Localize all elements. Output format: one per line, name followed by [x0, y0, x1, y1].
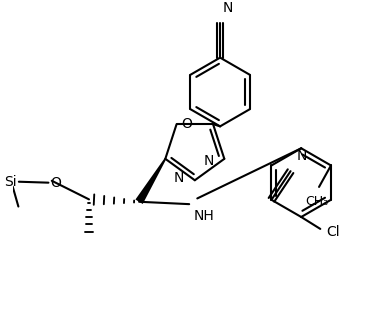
Text: Cl: Cl [326, 225, 339, 239]
Text: CH₃: CH₃ [305, 195, 328, 208]
Text: NH: NH [194, 209, 215, 223]
Polygon shape [135, 158, 166, 204]
Text: N: N [223, 1, 233, 15]
Text: N: N [174, 171, 184, 185]
Text: Si: Si [4, 175, 16, 189]
Text: N: N [296, 149, 307, 163]
Text: O: O [50, 176, 61, 190]
Text: O: O [181, 117, 192, 131]
Text: N: N [203, 154, 214, 168]
